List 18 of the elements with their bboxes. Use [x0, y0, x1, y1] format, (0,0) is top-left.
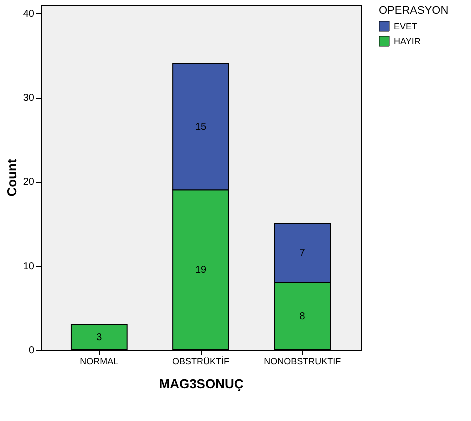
x-tick-label: NONOBSTRUKTIF	[264, 356, 342, 366]
y-axis-title: Count	[4, 158, 20, 197]
y-tick-label: 20	[23, 177, 35, 188]
x-tick-label: NORMAL	[80, 356, 119, 366]
data-label: 3	[96, 332, 103, 344]
data-label: 15	[195, 122, 207, 134]
y-tick-label: 10	[23, 261, 35, 272]
x-axis-title: MAG3SONUÇ	[159, 376, 244, 392]
y-tick-label: 30	[23, 93, 35, 104]
data-label: 19	[195, 265, 207, 276]
y-tick-label: 0	[28, 346, 35, 356]
legend-title: OPERASYON	[379, 5, 449, 17]
x-tick-label: OBSTRÜKTİF	[172, 356, 230, 366]
y-tick-label: 40	[23, 8, 35, 20]
data-label: 8	[300, 311, 306, 322]
data-label: 7	[300, 248, 306, 260]
legend-label: HAYIR	[394, 36, 422, 46]
legend-label: EVET	[394, 22, 418, 32]
